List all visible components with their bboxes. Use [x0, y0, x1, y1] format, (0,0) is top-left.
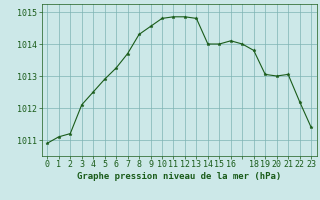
X-axis label: Graphe pression niveau de la mer (hPa): Graphe pression niveau de la mer (hPa) — [77, 172, 281, 181]
